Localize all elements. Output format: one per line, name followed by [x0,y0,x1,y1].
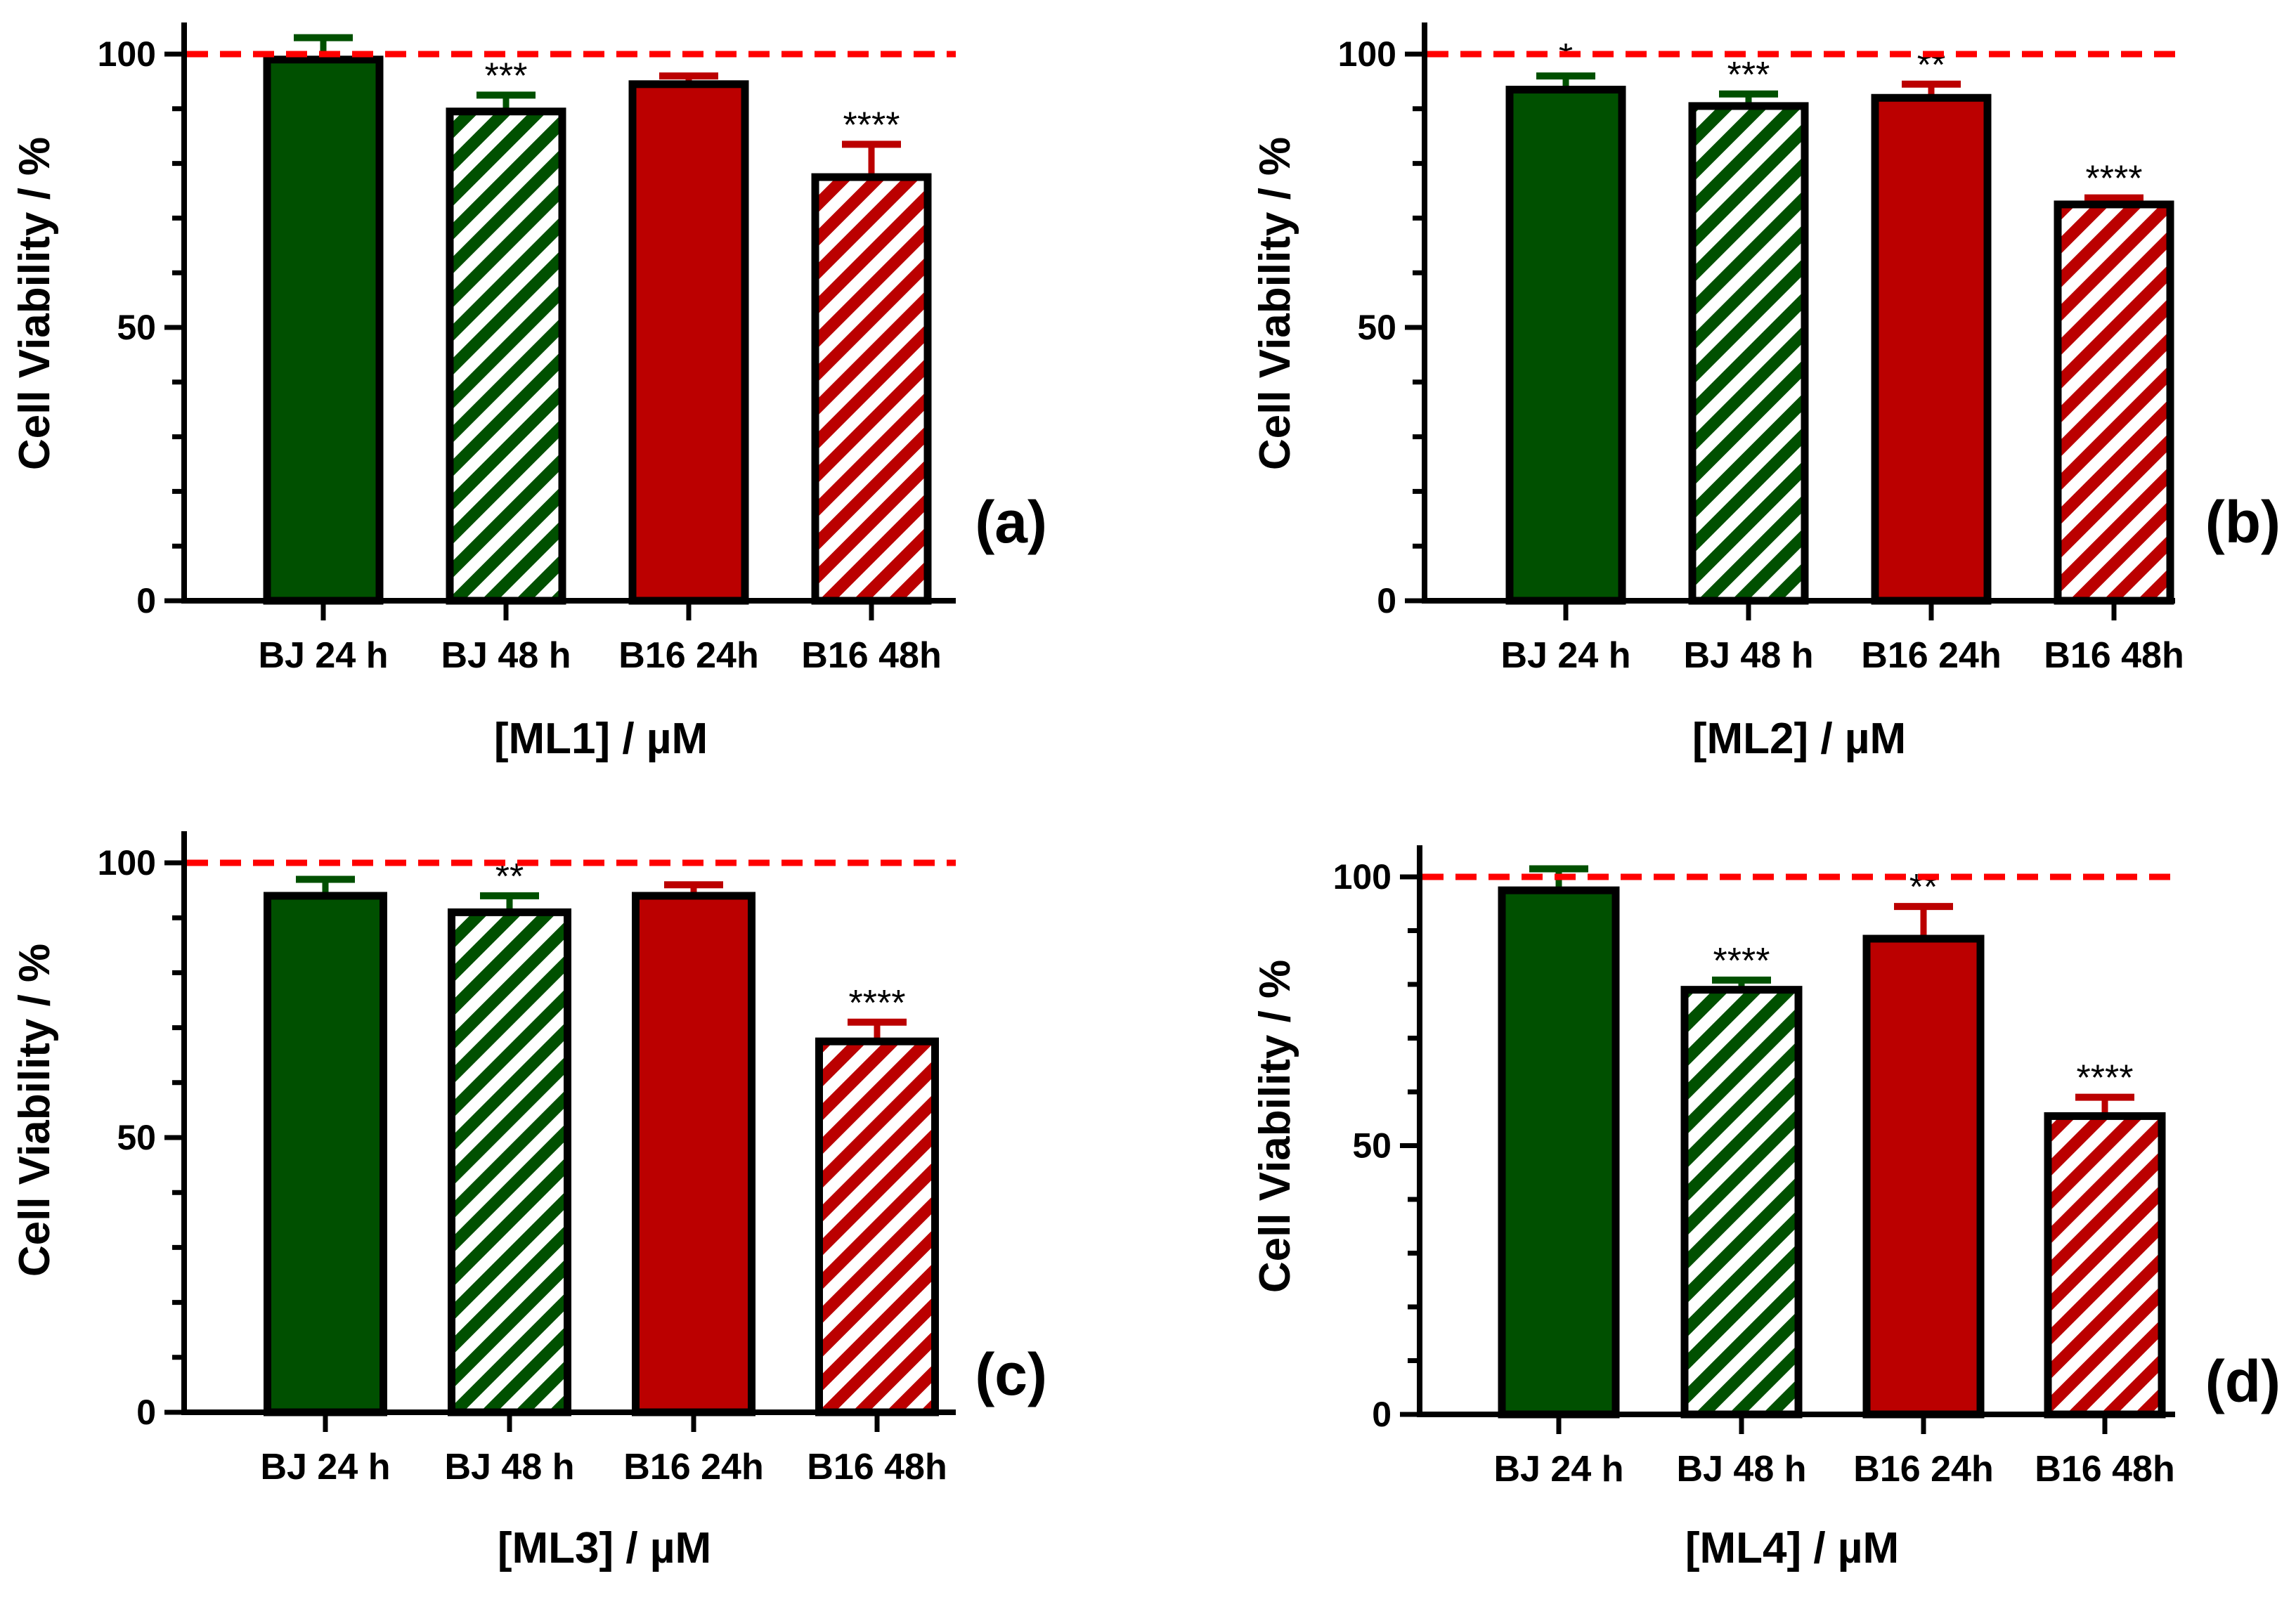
panel-b-category-label-3: B16 24h [1861,635,2001,676]
panel-b: Cell Viability / % [ML2] / µM (b) *** ***… [1251,22,2281,763]
panel-d-significance-4: **** [2077,1058,2134,1099]
panel-c-significance-4: **** [849,983,906,1024]
panel-b-bar-1 [1505,86,1626,605]
panel-c-category-label-3: B16 24h [623,1447,763,1487]
panel-d-x-axis-title: [ML4] / µM [1685,1524,1899,1572]
panel-c-x-axis-title: [ML3] / µM [498,1524,711,1572]
panel-d-category-label-3: B16 24h [1853,1449,1993,1490]
panel-a-category-label-4: B16 48h [801,635,941,676]
panel-d-significance-3: ** [1909,867,1938,908]
panel-a-y-tick-label: 0 [136,581,156,620]
panel-d-bar-2 [1680,986,1803,1419]
panel-d-bar-3 [1862,934,1985,1419]
panel-b-y-axis-title: Cell Viability / % [1251,137,1299,470]
panel-a-category-label-2: BJ 48 h [441,635,571,676]
panel-b-significance-2: *** [1727,55,1770,96]
panel-a-significance-4: **** [843,105,900,145]
panel-b-significance-3: ** [1917,45,1945,86]
panel-a-x-axis-title: [ML1] / µM [494,715,708,763]
panel-c: Cell Viability / % [ML3] / µM (c) ******… [11,831,1047,1572]
panel-a-label: (a) [975,489,1047,555]
panel-d-y-tick-label: 0 [1372,1395,1392,1434]
panel-d-category-label-4: B16 48h [2035,1449,2174,1490]
panel-d-y-tick-label: 50 [1352,1126,1392,1166]
panel-c-bar-2 [448,908,571,1417]
panel-d-significance-2: **** [1713,941,1770,982]
panel-c-category-label-4: B16 48h [807,1447,947,1487]
panel-c-y-tick-label: 0 [136,1393,156,1432]
panel-b-bar-4 [2054,200,2174,605]
panel-a-category-label-1: BJ 24 h [259,635,389,676]
panel-d-y-axis-title: Cell Viability / % [1251,960,1299,1293]
panel-c-category-label-2: BJ 48 h [445,1447,575,1487]
panel-a-category-label-3: B16 24h [618,635,758,676]
panel-d-y-tick-label: 100 [1333,857,1392,897]
panel-c-bar-4 [815,1037,939,1417]
panel-b-x-axis-title: [ML2] / µM [1692,715,1906,763]
panel-a: Cell Viability / % [ML1] / µM (a) ******… [11,22,1047,763]
panel-a-y-tick-label: 100 [98,34,156,74]
panel-b-category-label-4: B16 48h [2044,635,2184,676]
panel-c-bar-1 [264,892,387,1417]
panel-b-y-tick-label: 100 [1338,34,1396,74]
panel-a-significance-2: *** [485,56,528,96]
panel-d-category-label-1: BJ 24 h [1494,1449,1624,1490]
panel-c-y-axis-title: Cell Viability / % [11,944,59,1277]
panel-a-y-axis-title: Cell Viability / % [11,137,59,470]
panel-d-label: (d) [2205,1348,2281,1414]
panel-b-category-label-1: BJ 24 h [1501,635,1631,676]
panel-d-category-label-2: BJ 48 h [1677,1449,1807,1490]
panel-b-y-tick-label: 0 [1377,581,1396,620]
panel-b-label: (b) [2205,489,2281,555]
panel-c-y-tick-label: 100 [98,843,156,883]
panel-a-y-tick-label: 50 [117,308,156,347]
panel-a-bar-2 [446,108,566,605]
panel-d: Cell Viability / % [ML4] / µM (d) ******… [1251,845,2281,1572]
panel-b-significance-4: **** [2086,159,2143,200]
panel-b-y-tick-label: 50 [1357,308,1396,347]
panel-c-y-tick-label: 50 [117,1118,156,1157]
panel-d-bar-1 [1498,886,1620,1419]
panel-c-bar-3 [632,892,755,1417]
panel-a-bar-3 [628,80,749,605]
panel-b-bar-2 [1688,102,1809,605]
panel-c-label: (c) [975,1341,1047,1407]
panel-c-category-label-1: BJ 24 h [261,1447,391,1487]
panel-b-bar-3 [1871,93,1992,605]
panel-a-bar-1 [263,56,384,605]
panel-b-category-label-2: BJ 48 h [1684,635,1814,676]
panel-a-bar-4 [811,173,932,605]
panel-d-bar-4 [2044,1112,2166,1419]
